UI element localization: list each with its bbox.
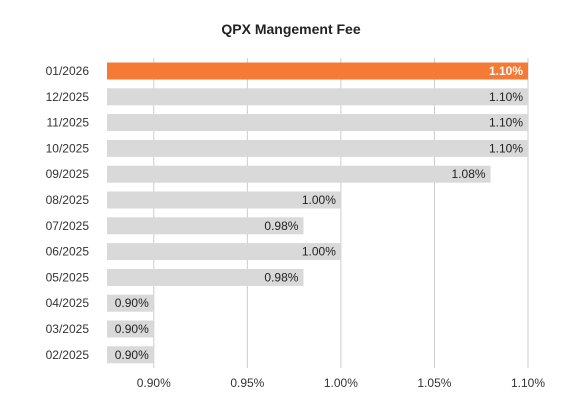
x-tick-label: 0.95% [230, 376, 264, 390]
gridlines [153, 58, 529, 368]
y-axis-labels: 01/2026 12/2025 11/2025 10/2025 09/2025 08/20… [46, 64, 90, 362]
y-tick-label: 08/2025 [46, 193, 90, 207]
bar [107, 346, 154, 364]
x-tick-label: 1.00% [324, 376, 358, 390]
bar-value-label: 0.90% [115, 348, 149, 362]
x-axis-labels: 0.90% 0.95% 1.00% 1.05% 1.10% [137, 376, 546, 390]
x-tick-label: 1.10% [511, 376, 545, 390]
y-tick-label: 01/2026 [46, 64, 90, 78]
y-tick-label: 05/2025 [46, 270, 90, 284]
y-tick-label: 11/2025 [47, 116, 90, 130]
bar-value-label: 0.98% [264, 270, 298, 284]
bar-value-label: 1.10% [489, 90, 523, 104]
x-tick-label: 1.05% [417, 376, 451, 390]
bar-value-label: 0.90% [115, 322, 149, 336]
x-tick-label: 0.90% [137, 376, 171, 390]
y-tick-label: 03/2025 [46, 322, 90, 336]
bar [107, 114, 528, 132]
bar [107, 320, 154, 338]
bar-value-label: 1.10% [489, 116, 523, 130]
bar-value-label: 1.10% [489, 64, 523, 78]
y-tick-label: 09/2025 [46, 167, 90, 181]
bar [107, 268, 304, 286]
bar [107, 165, 491, 183]
y-tick-label: 06/2025 [46, 245, 90, 259]
y-tick-label: 07/2025 [46, 219, 90, 233]
bar-highlighted [107, 62, 528, 80]
y-tick-label: 12/2025 [46, 90, 90, 104]
bar-value-label: 1.00% [302, 245, 336, 259]
y-tick-label: 02/2025 [46, 348, 90, 362]
bar-value-label: 0.90% [115, 296, 149, 310]
bar [107, 88, 528, 106]
y-tick-label: 10/2025 [46, 141, 90, 155]
bar [107, 243, 341, 261]
y-tick-label: 04/2025 [46, 296, 90, 310]
bar-value-label: 1.00% [302, 193, 336, 207]
bar [107, 217, 304, 235]
bar-value-label: 1.08% [452, 167, 486, 181]
bar [107, 191, 341, 209]
bar-value-label: 0.98% [264, 219, 298, 233]
bar [107, 139, 528, 157]
bars: 1.10%1.10%1.10%1.10%1.08%1.00%0.98%1.00%… [107, 62, 528, 364]
chart-title: QPX Mangement Fee [221, 21, 360, 37]
bar-value-label: 1.10% [489, 141, 523, 155]
bar [107, 294, 154, 312]
